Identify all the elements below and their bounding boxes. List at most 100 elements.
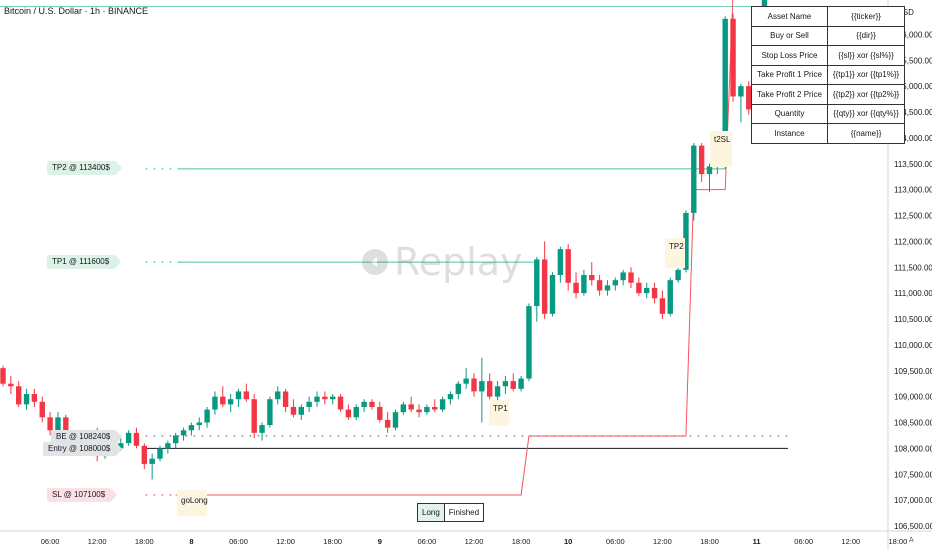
candle: [644, 282, 650, 299]
candle: [408, 396, 414, 413]
y-tick-label: 110,500.00: [894, 315, 932, 324]
candle: [149, 453, 155, 480]
candle-body: [275, 391, 281, 400]
info-value: {{qty}} xor {{qty%}}: [826, 103, 906, 124]
candle-body: [526, 306, 532, 379]
y-tick-label: 114,500.00: [894, 108, 932, 117]
y-tick-label: 113,000.00: [894, 186, 932, 195]
candle: [251, 394, 257, 439]
candle: [706, 163, 713, 193]
candle: [494, 381, 501, 402]
info-row: Take Profit 1 Price {{tp1}} xor {{tp1%}}: [751, 64, 906, 85]
info-key: Asset Name: [751, 6, 828, 27]
candle-body: [188, 425, 195, 431]
candle-body: [133, 432, 140, 446]
info-value: {{sl}} xor {{sl%}}: [826, 45, 906, 66]
candle: [188, 422, 195, 436]
candle-body: [722, 18, 728, 162]
candle-body: [746, 86, 752, 110]
candle: [565, 243, 571, 291]
status-state: Finished: [448, 508, 480, 517]
candle: [47, 412, 53, 436]
candle-body: [479, 381, 485, 392]
y-tick-label: 107,500.00: [894, 470, 932, 479]
candle: [541, 241, 548, 319]
candle: [330, 394, 336, 405]
tp2-marker: TP2: [665, 238, 685, 268]
entry-label: Entry @ 108000$: [43, 442, 123, 456]
candle-body: [157, 448, 163, 459]
golong-marker: goLong: [177, 490, 208, 516]
candle-body: [125, 432, 132, 444]
candle: [337, 394, 344, 413]
candle-body: [557, 249, 564, 276]
tp1-label: TP1 @ 111600$: [47, 255, 122, 269]
candle-body: [620, 272, 626, 281]
candle-body: [455, 383, 461, 395]
candle-body: [298, 406, 304, 415]
replay-icon: [362, 249, 388, 275]
candle: [463, 368, 469, 389]
info-row: Buy or Sell {{dir}}: [751, 25, 906, 46]
info-key: Take Profit 1 Price: [751, 64, 828, 85]
candle-body: [463, 378, 469, 384]
replay-watermark-text: Replay: [394, 240, 523, 284]
stop-trail-line: [175, 0, 734, 496]
candle-body: [0, 368, 6, 384]
candle: [620, 269, 626, 286]
candle-body: [408, 404, 414, 410]
x-tick-label: 8: [189, 537, 193, 546]
candle-body: [534, 259, 540, 307]
candle-body: [282, 391, 289, 407]
candle-body: [149, 458, 155, 464]
candle: [698, 143, 705, 182]
candle: [604, 280, 611, 296]
candle-body: [589, 275, 595, 281]
y-tick-label: 108,500.00: [894, 419, 932, 428]
y-tick-label: 113,500.00: [894, 160, 932, 169]
candle-body: [180, 430, 187, 436]
info-row: Quantity {{qty}} xor {{qty%}}: [751, 103, 906, 124]
y-tick-label: 111,000.00: [894, 289, 932, 298]
candle: [259, 422, 265, 441]
candle: [165, 440, 171, 454]
candle: [612, 277, 618, 291]
x-tick-label: 12:00: [276, 537, 295, 546]
sl-label: SL @ 107100$: [47, 488, 118, 502]
candle: [243, 383, 250, 402]
x-tick-label: 06:00: [794, 537, 813, 546]
candle-body: [16, 386, 22, 405]
info-row: Take Profit 2 Price {{tp2}} xor {{tp2%}}: [751, 84, 906, 105]
candle: [361, 399, 367, 413]
candle-body: [416, 409, 422, 413]
candle: [322, 391, 328, 405]
be-label: BE @ 108240$: [51, 430, 123, 444]
candle-body: [345, 409, 352, 418]
candle: [353, 404, 359, 420]
info-value: {{tp2}} xor {{tp2%}}: [826, 84, 906, 105]
info-key: Instance: [751, 123, 828, 144]
candle: [235, 388, 242, 407]
candle-body: [31, 394, 38, 402]
candle-body: [549, 275, 556, 314]
info-key: Buy or Sell: [751, 25, 828, 46]
candle-body: [494, 386, 501, 397]
candle-body: [47, 417, 53, 431]
currency-label: USD: [897, 8, 914, 17]
y-tick-label: 109,000.00: [894, 393, 932, 402]
candle: [549, 272, 556, 317]
x-tick-label: 06:00: [606, 537, 625, 546]
candle: [8, 375, 14, 395]
x-tick-label: 06:00: [229, 537, 248, 546]
candle: [173, 432, 179, 449]
candle-body: [267, 399, 273, 426]
candle: [471, 373, 477, 397]
info-table: Asset Name {{ticker}} Buy or Sell {{dir}} St…: [751, 6, 906, 144]
auto-scale-button[interactable]: A: [909, 537, 914, 544]
candle: [267, 396, 273, 428]
candle: [0, 365, 6, 387]
info-value: {{dir}}: [826, 25, 906, 46]
candle: [651, 282, 658, 304]
candle-body: [612, 280, 618, 286]
